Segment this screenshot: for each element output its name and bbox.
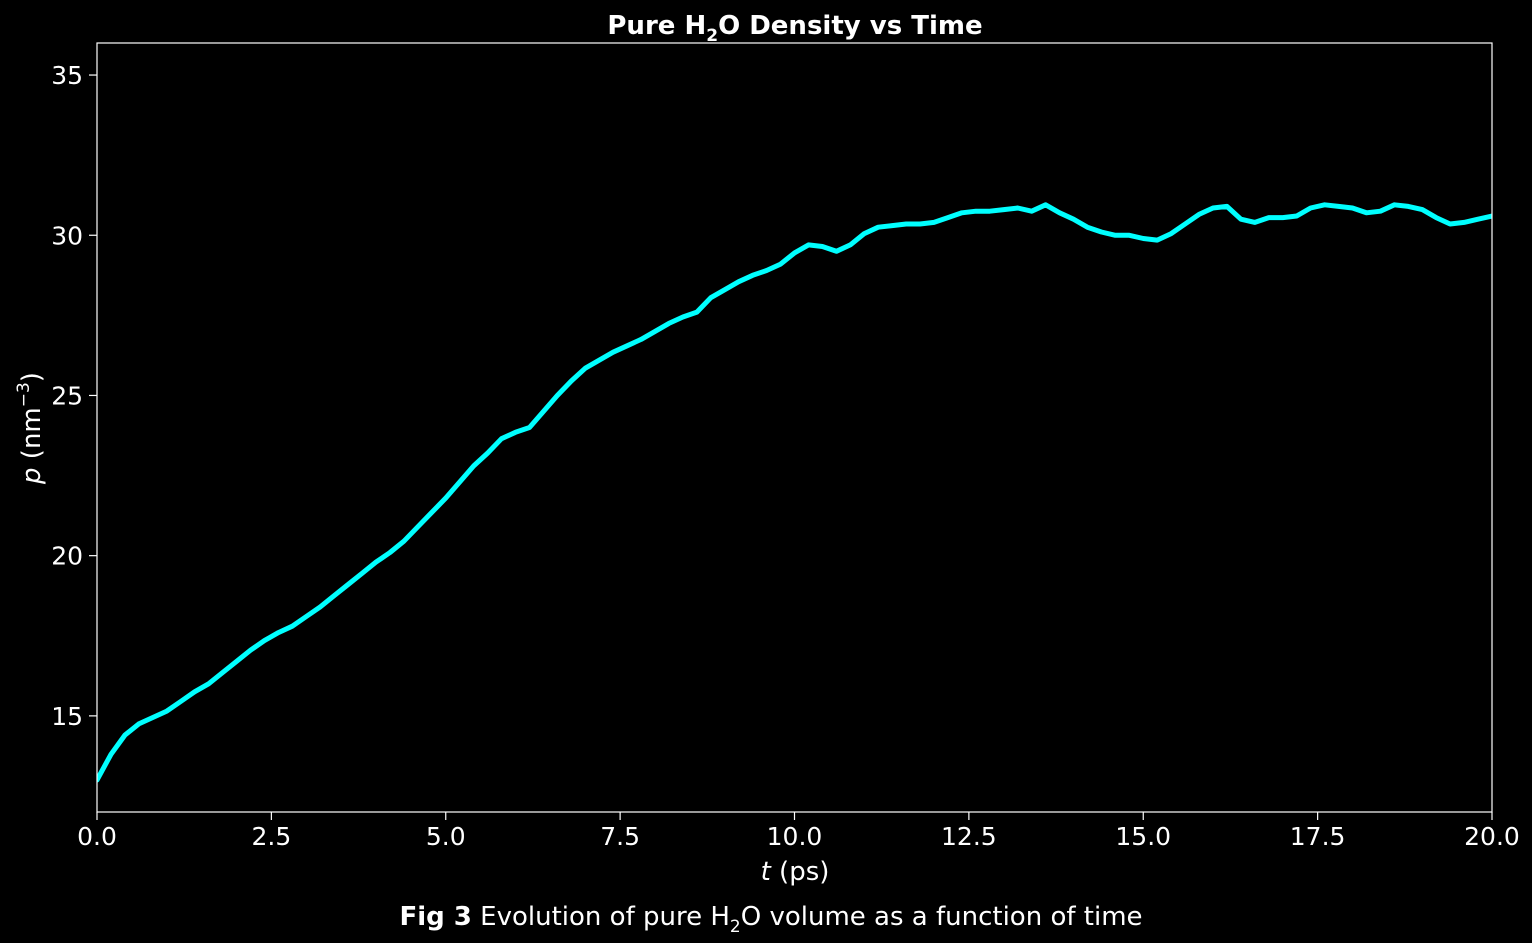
y-tick-label: 25: [51, 381, 83, 410]
y-tick-label: 30: [51, 221, 83, 250]
y-tick-label: 35: [51, 61, 83, 90]
x-tick-label: 17.5: [1290, 822, 1346, 851]
x-tick-label: 12.5: [941, 822, 997, 851]
x-tick-label: 2.5: [251, 822, 291, 851]
figure-caption: Fig 3 Evolution of pure H2O volume as a …: [399, 902, 1142, 937]
x-tick-label: 7.5: [600, 822, 640, 851]
series-line: [97, 202, 1492, 783]
x-tick-label: 15.0: [1115, 822, 1171, 851]
y-axis-label: p (nm−3): [14, 372, 47, 485]
chart-title: Pure H2O Density vs Time: [607, 11, 982, 46]
x-tick-label: 0.0: [77, 822, 117, 851]
y-tick-label: 20: [51, 542, 83, 571]
y-axis: 15 20 25 30 35: [51, 61, 97, 731]
x-axis-label: t (ps): [761, 857, 830, 887]
y-tick-label: 15: [51, 702, 83, 731]
x-tick-label: 20.0: [1464, 822, 1520, 851]
x-tick-label: 5.0: [426, 822, 466, 851]
x-tick-label: 10.0: [767, 822, 823, 851]
x-axis: 0.0 2.5 5.0 7.5 10.0 12.5 15.0 17.5 20.0: [77, 812, 1520, 851]
